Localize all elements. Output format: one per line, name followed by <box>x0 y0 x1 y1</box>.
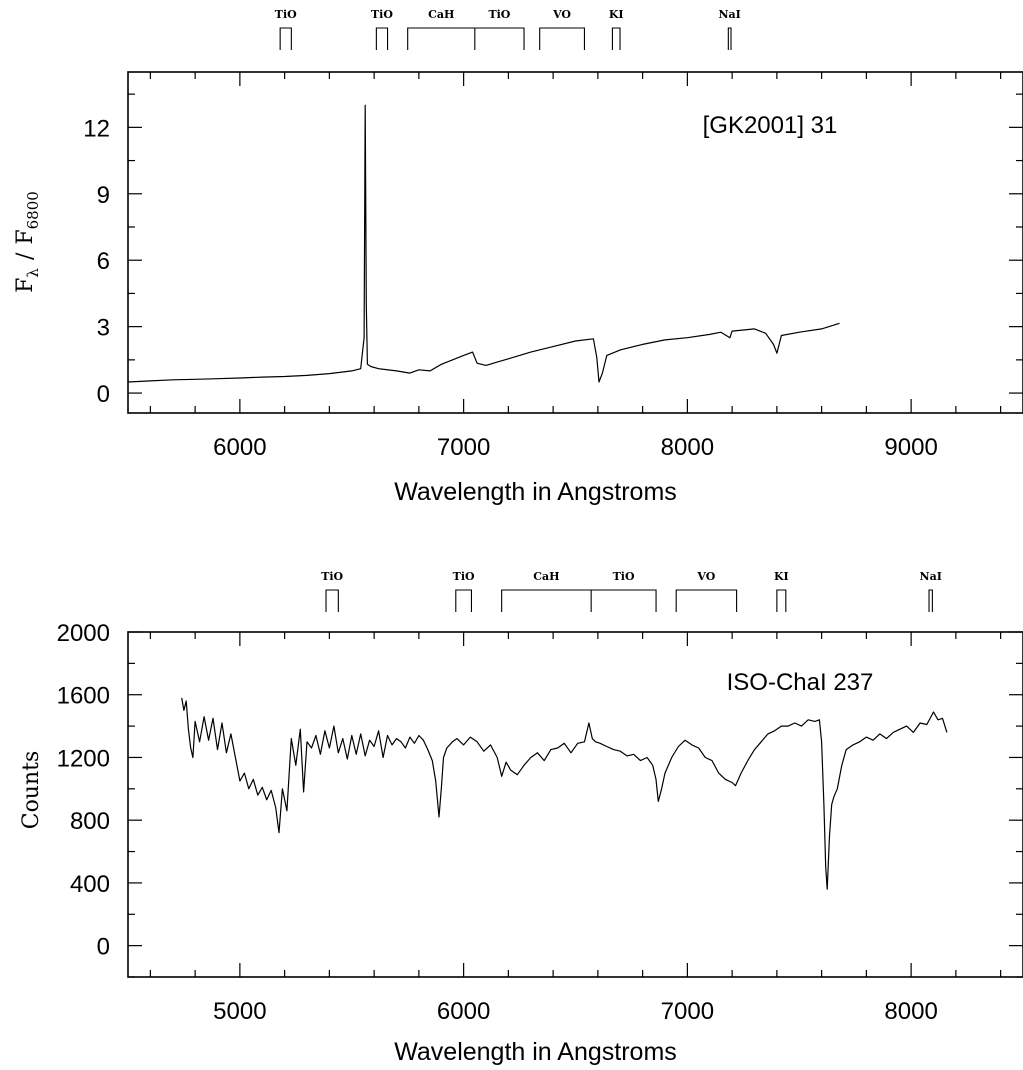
band-bracket <box>539 27 585 50</box>
band-label: NaI <box>920 570 942 583</box>
object-label: ISO-ChaI 237 <box>727 669 874 696</box>
x-tick-labels: 5000 6000 7000 8000 <box>213 998 938 1025</box>
band-bracket <box>776 589 787 612</box>
y-tick-label: 800 <box>70 808 110 835</box>
x-tick-label: 8000 <box>884 998 937 1025</box>
band-label: CaH <box>533 570 559 583</box>
band-bracket <box>611 27 621 50</box>
band-label: TiO <box>613 570 635 583</box>
band-label: TiO <box>275 8 297 21</box>
x-axis-label: Wavelength in Angstroms <box>394 1038 677 1066</box>
band-bracket <box>675 589 738 612</box>
x-tick-label: 7000 <box>661 998 714 1025</box>
band-label: KI <box>774 570 789 583</box>
band-bracket <box>325 589 339 612</box>
band-bracket <box>591 589 657 612</box>
y-axis-label: Counts <box>19 751 44 830</box>
y-axis-label-f: F <box>13 278 38 293</box>
axis-ticks <box>128 631 1023 978</box>
y-axis-label-f2: F <box>13 229 38 244</box>
y-tick-label: 400 <box>70 871 110 898</box>
y-tick-label: 9 <box>97 182 110 209</box>
y-tick-label: 1200 <box>57 745 110 772</box>
band-bracket <box>501 589 592 612</box>
chart-panel-iso-chai-237: TiO TiO CaH TiO VO KI NaI 5000 6000 7000 8000 0 40… <box>19 570 1023 1066</box>
x-tick-labels: 6000 7000 8000 9000 <box>213 434 938 461</box>
band-bracket <box>727 27 732 50</box>
y-tick-label: 0 <box>97 934 110 961</box>
band-bracket <box>928 589 933 612</box>
band-label: VO <box>696 570 715 583</box>
x-tick-label: 6000 <box>213 434 266 461</box>
band-label: TiO <box>488 8 510 21</box>
y-tick-labels: 0 400 800 1200 1600 2000 <box>57 620 110 961</box>
band-label: VO <box>552 8 571 21</box>
y-tick-label: 6 <box>97 248 110 275</box>
y-tick-label: 3 <box>97 315 110 342</box>
band-label: TiO <box>371 8 393 21</box>
object-label: [GK2001] 31 <box>703 112 838 139</box>
axis-ticks <box>128 72 1023 413</box>
spectrum-line <box>181 697 948 890</box>
band-label: TiO <box>321 570 343 583</box>
y-tick-label: 2000 <box>57 620 110 647</box>
x-tick-label: 9000 <box>884 434 937 461</box>
y-axis-label: Fλ/F6800 <box>13 191 42 293</box>
x-axis-label: Wavelength in Angstroms <box>394 478 677 506</box>
y-axis-label-sub-lambda: λ <box>24 268 42 278</box>
x-tick-label: 8000 <box>661 434 714 461</box>
band-bracket <box>474 27 525 50</box>
band-bracket <box>407 27 476 50</box>
x-tick-label: 5000 <box>213 998 266 1025</box>
band-markers: TiO TiO CaH TiO VO KI NaI <box>321 570 942 612</box>
band-label: NaI <box>718 8 740 21</box>
y-tick-label: 0 <box>97 381 110 408</box>
y-tick-labels: 0 3 6 9 12 <box>83 115 110 408</box>
band-markers: TiO TiO CaH TiO VO KI NaI <box>275 8 741 50</box>
x-tick-label: 7000 <box>437 434 490 461</box>
band-label: CaH <box>428 8 454 21</box>
band-bracket <box>455 589 473 612</box>
y-axis-label-slash: / <box>13 252 38 260</box>
plot-frame <box>127 631 1023 978</box>
band-bracket <box>279 27 292 50</box>
x-tick-label: 6000 <box>437 998 490 1025</box>
y-tick-label: 12 <box>83 115 110 142</box>
chart-panel-gk2001-31: TiO TiO CaH TiO VO KI NaI 6000 7000 8000 9000 0 3 6… <box>13 8 1023 506</box>
y-tick-label: 1600 <box>57 683 110 710</box>
band-bracket <box>375 27 389 50</box>
band-label: TiO <box>453 570 475 583</box>
plot-frame <box>127 71 1023 414</box>
spectrum-line <box>127 104 840 383</box>
y-axis-label-sub-6800: 6800 <box>24 191 42 229</box>
band-label: KI <box>609 8 624 21</box>
